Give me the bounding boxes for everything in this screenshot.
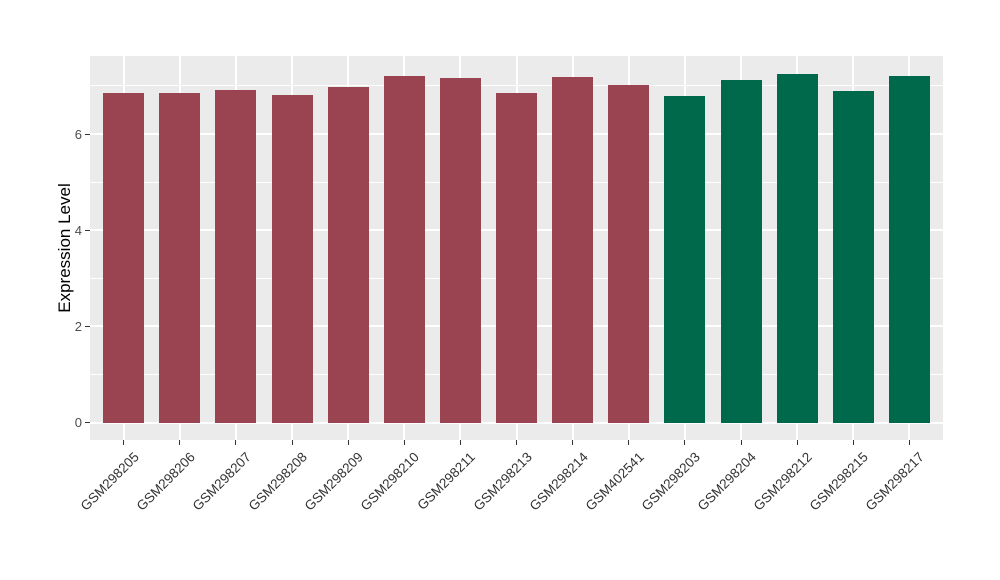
x-tick-mark xyxy=(852,440,854,445)
x-tick-mark xyxy=(628,440,630,445)
bar-GSM298213 xyxy=(496,92,537,423)
y-tick-label: 4 xyxy=(74,222,82,238)
bar-GSM298206 xyxy=(159,92,201,423)
x-tick-label: GSM298204 xyxy=(694,449,759,514)
x-tick-mark xyxy=(516,440,517,445)
x-tick-label: GSM298212 xyxy=(750,449,815,514)
bar-GSM298215 xyxy=(832,91,874,423)
x-tick-mark xyxy=(123,440,125,445)
x-tick-label: GSM298203 xyxy=(638,449,703,514)
y-axis-title: Expression Level xyxy=(55,183,74,313)
x-tick-mark xyxy=(235,440,237,445)
y-tick-label: 0 xyxy=(74,415,82,431)
x-tick-mark xyxy=(796,440,798,445)
bar-GSM298210 xyxy=(383,75,425,423)
bar-GSM298205 xyxy=(103,92,145,423)
x-tick-mark xyxy=(459,440,461,445)
gridline-minor xyxy=(90,85,943,87)
x-tick-label: GSM298213 xyxy=(470,449,535,514)
x-tick-label: GSM298208 xyxy=(245,449,310,514)
x-tick-mark xyxy=(291,440,293,445)
y-tick-mark xyxy=(85,229,90,231)
bar-GSM298217 xyxy=(888,75,930,423)
x-tick-label: GSM298210 xyxy=(357,449,423,514)
gridline-major xyxy=(90,421,943,424)
y-tick-mark xyxy=(85,325,90,327)
x-tick-label: GSM298209 xyxy=(301,449,366,514)
x-tick-label: GSM298214 xyxy=(526,449,591,514)
x-tick-label: GSM298217 xyxy=(862,449,928,514)
x-tick-label: GSM298206 xyxy=(133,449,198,514)
bar-GSM298211 xyxy=(439,77,481,423)
y-tick-mark xyxy=(85,422,90,424)
x-tick-mark xyxy=(908,440,910,445)
x-tick-label: GSM298207 xyxy=(189,449,254,514)
x-tick-mark xyxy=(684,440,686,445)
x-tick-mark xyxy=(347,440,349,445)
x-tick-label: GSM402541 xyxy=(582,449,647,514)
y-tick-label: 6 xyxy=(74,126,82,142)
y-tick-label: 2 xyxy=(74,318,82,334)
bar-GSM298207 xyxy=(215,90,257,423)
bar-GSM298212 xyxy=(776,73,818,423)
x-tick-mark xyxy=(740,440,742,445)
x-tick-mark xyxy=(403,440,405,445)
bar-GSM402541 xyxy=(608,84,650,423)
bar-GSM298203 xyxy=(664,96,706,423)
bar-GSM298209 xyxy=(327,86,369,423)
bar-GSM298208 xyxy=(271,95,313,423)
y-tick-mark xyxy=(85,133,90,135)
x-tick-label: GSM298205 xyxy=(77,449,142,514)
x-tick-mark xyxy=(179,440,181,445)
x-tick-label: GSM298215 xyxy=(806,449,872,514)
x-tick-label: GSM298211 xyxy=(414,449,479,513)
bar-GSM298214 xyxy=(552,77,594,423)
x-tick-mark xyxy=(572,440,574,445)
bar-GSM298204 xyxy=(720,80,762,423)
